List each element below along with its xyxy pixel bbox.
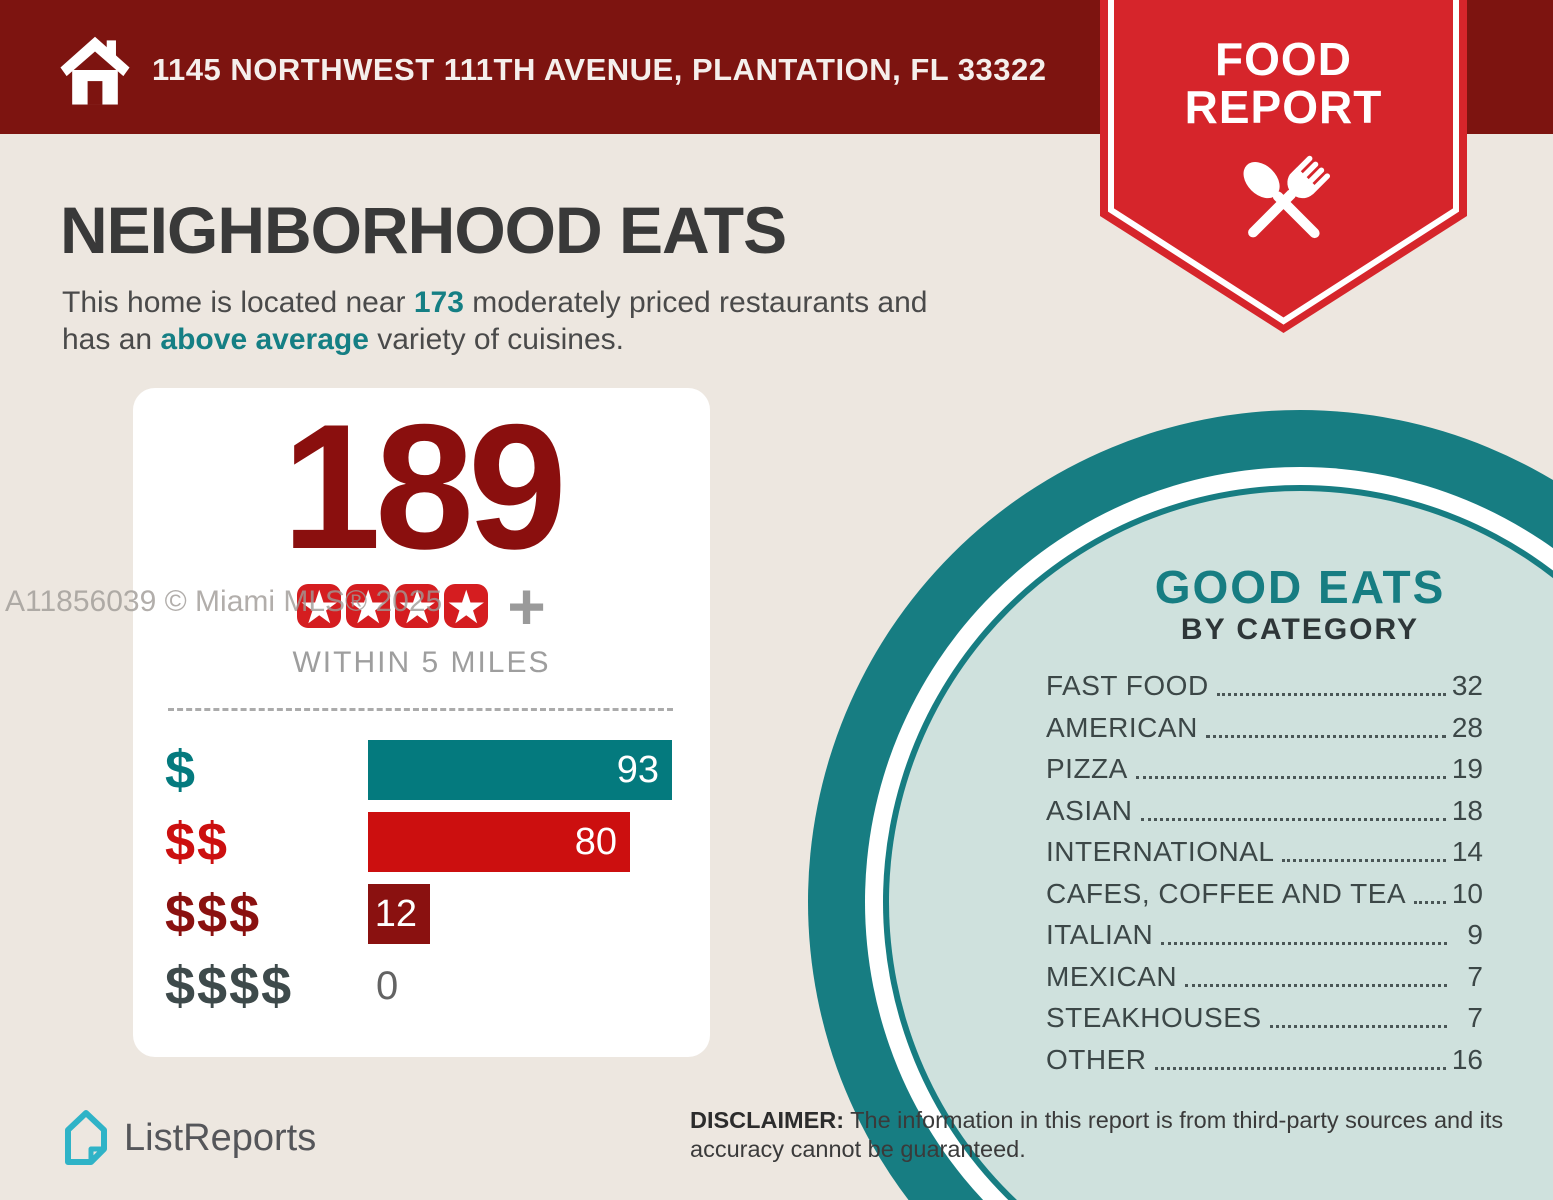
category-row: FAST FOOD 32 [1046, 670, 1483, 702]
ribbon-line2: REPORT [1184, 80, 1383, 133]
category-value: 28 [1451, 711, 1483, 743]
category-row: STEAKHOUSES 7 [1046, 1002, 1483, 1034]
utensils-icon [1243, 155, 1331, 239]
category-label: MEXICAN [1046, 960, 1178, 992]
category-label: FAST FOOD [1046, 670, 1209, 701]
category-list: FAST FOOD 32 AMERICAN 28 PIZZA 19 ASIAN 18 INTER… [1046, 670, 1483, 1087]
category-row: INTERNATIONAL 14 [1046, 836, 1483, 868]
category-value: 7 [1467, 960, 1483, 992]
disclaimer-text-line2: accuracy cannot be guaranteed. [690, 1135, 1026, 1162]
mls-watermark: A11856039 © Miami MLS® 2025 [5, 585, 443, 618]
category-row: ITALIAN 9 [1046, 919, 1483, 951]
dotted-leader [1185, 983, 1447, 987]
dotted-leader [1269, 1025, 1447, 1028]
disclaimer-label: DISCLAIMER: [690, 1107, 845, 1133]
category-label: AMERICAN [1046, 711, 1198, 743]
category-value: 10 [1451, 877, 1483, 909]
category-row: CAFES, COFFEE AND TEA 10 [1046, 877, 1483, 910]
brand-name: ListReports [124, 1116, 317, 1159]
dotted-leader [1154, 1066, 1446, 1070]
price-tier-row: $$$ 12 [165, 884, 680, 944]
restaurant-count-highlight: 173 [413, 286, 464, 319]
category-row: AMERICAN 28 [1046, 711, 1483, 744]
good-eats-title: GOOD EATS [1154, 561, 1446, 613]
intro-text: This home is located near [62, 286, 414, 319]
dotted-leader [1414, 900, 1446, 904]
stars-row: ★ ★ ★ ★ + [133, 569, 710, 643]
category-row: MEXICAN 7 [1046, 960, 1483, 993]
price-tier-bar: 12 [368, 884, 430, 944]
price-tier-bar: 80 [368, 812, 630, 872]
ribbon-line1: FOOD [1215, 33, 1352, 85]
category-label: ASIAN [1046, 794, 1133, 826]
category-value: 32 [1451, 670, 1483, 701]
category-row: PIZZA 19 [1046, 753, 1483, 785]
good-eats-subtitle: BY CATEGORY [1180, 613, 1420, 646]
property-address: 1145 NORTHWEST 111TH AVENUE, PLANTATION,… [152, 52, 1047, 87]
dotted-leader [1216, 693, 1446, 696]
dotted-leader [1282, 859, 1446, 862]
disclaimer-text-line1: The information in this report is from t… [844, 1107, 1504, 1133]
star-icon: ★ [297, 581, 342, 633]
home-icon [60, 36, 130, 105]
category-value: 18 [1451, 794, 1483, 826]
category-label: STEAKHOUSES [1046, 1002, 1262, 1033]
intro-text: variety of cuisines. [368, 323, 624, 356]
plus-icon: + [507, 569, 546, 643]
star-icon: ★ [444, 581, 489, 633]
category-label: PIZZA [1046, 753, 1128, 784]
category-value: 16 [1451, 1043, 1483, 1075]
listreports-logo-icon [65, 1110, 107, 1165]
intro-paragraph: This home is located near 173 moderately… [62, 284, 1122, 358]
category-label: CAFES, COFFEE AND TEA [1046, 877, 1407, 909]
price-tier-row: $$$$ 0 [165, 956, 680, 1016]
star-icon: ★ [395, 581, 440, 633]
price-tier-label: $$ [165, 812, 230, 872]
fork-icon [1248, 155, 1331, 238]
dotted-leader [1205, 734, 1446, 738]
variety-highlight: above average [160, 323, 369, 356]
food-report-ribbon [1100, 0, 1467, 333]
intro-text: moderately priced restaurants and [463, 286, 928, 319]
price-tier-zero-value: 0 [376, 963, 399, 1008]
price-tier-bar-chart: $93 $$ 80 $$$ 12 $$$$ 0 [165, 740, 680, 1028]
intro-text: has an [62, 323, 161, 356]
category-label: ITALIAN [1046, 919, 1154, 950]
category-row: OTHER 16 [1046, 1043, 1483, 1076]
page-title: NEIGHBORHOOD EATS [60, 193, 787, 267]
price-tier-bar: 93 [368, 740, 672, 800]
price-tier-row: $93 [165, 740, 680, 800]
dashed-divider [168, 708, 673, 711]
dotted-leader [1135, 776, 1446, 779]
total-restaurant-count: 189 [282, 387, 567, 586]
category-value: 7 [1467, 1002, 1483, 1033]
category-label: INTERNATIONAL [1046, 836, 1275, 867]
price-tier-label: $$$$ [165, 956, 294, 1016]
category-value: 9 [1467, 919, 1483, 950]
price-tier-row: $$ 80 [165, 812, 680, 872]
dotted-leader [1161, 942, 1447, 945]
dotted-leader [1140, 817, 1446, 821]
listreports-brand: ListReports [60, 1108, 316, 1168]
price-tier-label: $ [165, 740, 198, 800]
category-row: ASIAN 18 [1046, 794, 1483, 827]
ribbon-title: FOOD REPORT [1100, 33, 1467, 133]
star-icon: ★ [346, 581, 391, 633]
category-value: 19 [1451, 753, 1483, 784]
price-tier-label: $$$ [165, 884, 262, 944]
category-value: 14 [1451, 836, 1483, 867]
within-miles-caption: WITHIN 5 MILES [292, 646, 551, 679]
disclaimer: DISCLAIMER: The information in this repo… [690, 1106, 1520, 1163]
category-label: OTHER [1046, 1043, 1147, 1075]
restaurant-summary-card: 189 ★ ★ ★ ★ + WITHIN 5 MILES $93 $$ 80 $$$ 12 $$$… [133, 388, 710, 1057]
